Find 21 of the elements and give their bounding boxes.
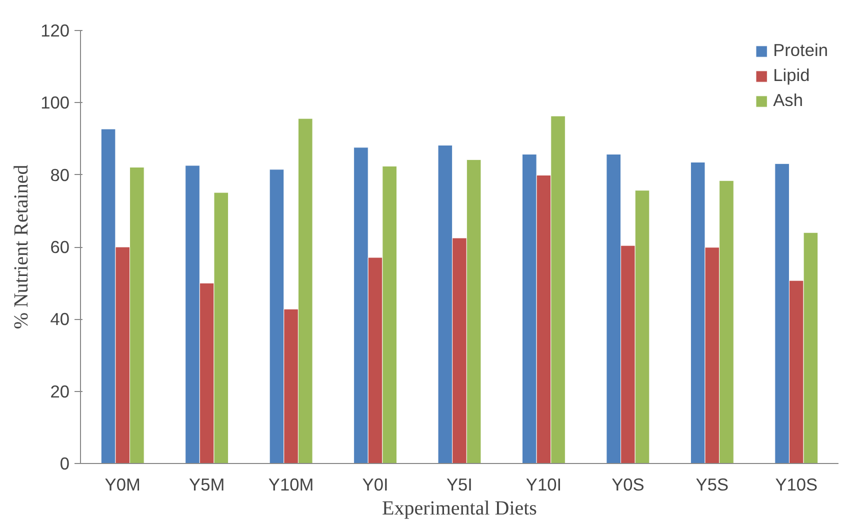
y-tick-label: 80 — [50, 164, 70, 185]
y-axis-title: % Nutrient Retained — [10, 164, 33, 330]
x-tick-label: Y5S — [696, 474, 729, 494]
y-tick-label: 60 — [50, 237, 70, 257]
x-tick-label: Y5I — [446, 474, 473, 494]
y-tick-label: 100 — [40, 92, 70, 113]
y-tick-label: 40 — [50, 309, 70, 330]
y-tick-label: 0 — [60, 454, 70, 474]
x-tick-label: Y10I — [526, 474, 562, 494]
x-axis-title: Experimental Diets — [382, 498, 538, 520]
legend-label: Lipid — [773, 65, 810, 86]
x-tick-label: Y5M — [189, 474, 225, 494]
legend-label: Ash — [773, 90, 803, 111]
y-tick-label: 20 — [50, 381, 70, 402]
x-tick-label: Y0I — [362, 474, 388, 494]
x-tick-label: Y10S — [775, 474, 818, 494]
y-tick-label: 120 — [40, 20, 70, 40]
x-tick-label: Y0S — [612, 474, 644, 494]
x-tick-label: Y10M — [268, 474, 314, 494]
legend-label: Protein — [773, 40, 828, 61]
x-tick-label: Y0M — [104, 474, 140, 494]
